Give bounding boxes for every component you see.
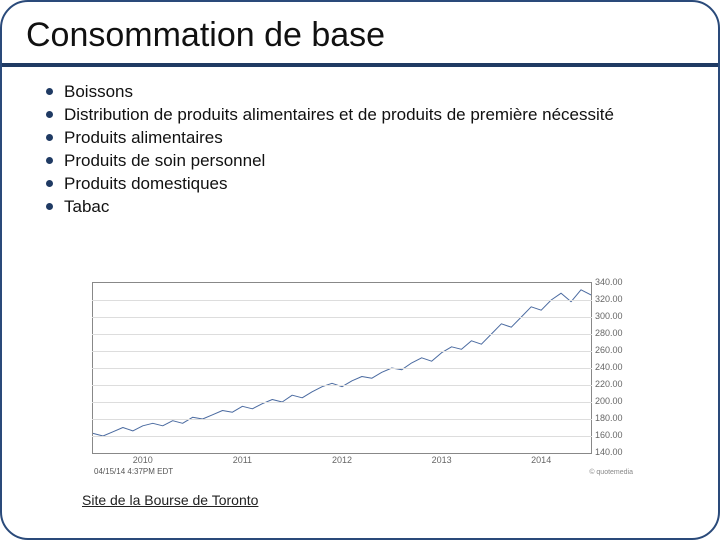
chart-x-label: 2014 bbox=[521, 455, 561, 465]
chart-x-label: 2011 bbox=[222, 455, 262, 465]
chart-y-label: 320.00 bbox=[595, 294, 635, 304]
chart-attribution: © quotemedia bbox=[589, 469, 633, 476]
chart-x-label: 2010 bbox=[123, 455, 163, 465]
chart-y-label: 140.00 bbox=[595, 447, 635, 457]
stock-chart: 140.00 160.00 180.00 200.00 220.00 240.00 260.… bbox=[92, 274, 647, 474]
chart-timestamp: 04/15/14 4:37PM EDT bbox=[94, 467, 173, 476]
chart-y-label: 280.00 bbox=[595, 328, 635, 338]
chart-y-label: 220.00 bbox=[595, 379, 635, 389]
chart-gridline bbox=[92, 436, 592, 437]
list-item: Tabac bbox=[64, 196, 688, 218]
chart-gridline bbox=[92, 317, 592, 318]
slide-title: Consommation de base bbox=[2, 2, 718, 63]
chart-gridline bbox=[92, 300, 592, 301]
chart-y-label: 260.00 bbox=[595, 345, 635, 355]
chart-gridline bbox=[92, 334, 592, 335]
chart-y-label: 160.00 bbox=[595, 430, 635, 440]
source-link[interactable]: Site de la Bourse de Toronto bbox=[82, 492, 258, 508]
bullet-list: Boissons Distribution de produits alimen… bbox=[2, 67, 718, 219]
chart-y-label: 200.00 bbox=[595, 396, 635, 406]
list-item: Boissons bbox=[64, 81, 688, 103]
list-item: Produits alimentaires bbox=[64, 127, 688, 149]
chart-gridline bbox=[92, 351, 592, 352]
chart-gridline bbox=[92, 402, 592, 403]
list-item: Produits de soin personnel bbox=[64, 150, 688, 172]
chart-gridline bbox=[92, 368, 592, 369]
chart-x-label: 2013 bbox=[422, 455, 462, 465]
chart-y-label: 340.00 bbox=[595, 277, 635, 287]
list-item: Produits domestiques bbox=[64, 173, 688, 195]
chart-y-label: 180.00 bbox=[595, 413, 635, 423]
slide: Consommation de base Boissons Distributi… bbox=[0, 0, 720, 540]
chart-gridline bbox=[92, 385, 592, 386]
chart-y-label: 300.00 bbox=[595, 311, 635, 321]
chart-x-label: 2012 bbox=[322, 455, 362, 465]
list-item: Distribution de produits alimentaires et… bbox=[64, 104, 688, 126]
chart-y-label: 240.00 bbox=[595, 362, 635, 372]
chart-gridline bbox=[92, 419, 592, 420]
